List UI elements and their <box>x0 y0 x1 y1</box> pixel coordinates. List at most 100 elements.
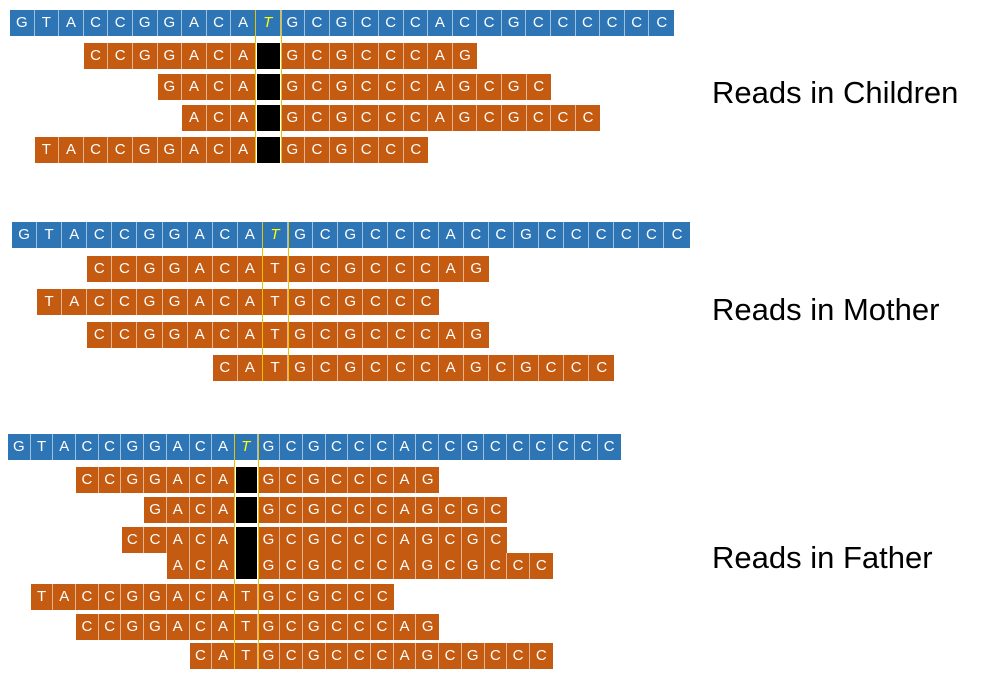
read-base: T <box>234 643 258 669</box>
read-base: G <box>257 467 281 493</box>
read-base: C <box>354 137 379 163</box>
read-base: A <box>393 643 417 669</box>
read-base: A <box>212 643 235 669</box>
read-base: G <box>280 137 306 163</box>
read-base: G <box>416 643 440 669</box>
read-base: G <box>302 467 326 493</box>
reference-base: G <box>329 10 355 36</box>
read-base: A <box>393 527 417 553</box>
read-base: A <box>212 527 235 553</box>
read-base: G <box>162 289 188 315</box>
read-base: C <box>212 256 238 282</box>
reference-base: G <box>461 434 485 460</box>
read-base: C <box>488 355 514 381</box>
variant-base: T <box>255 10 281 36</box>
reference-base: G <box>501 10 527 36</box>
read-base: A <box>438 322 464 348</box>
read-base: C <box>354 43 379 69</box>
read-base: C <box>325 467 349 493</box>
read-base: G <box>501 105 527 131</box>
read-base: A <box>182 74 207 100</box>
read-base: C <box>354 74 379 100</box>
reference-base: C <box>363 222 389 248</box>
read-base: C <box>313 322 339 348</box>
read-base: G <box>137 322 163 348</box>
deletion-block <box>234 497 258 523</box>
reference-base: C <box>538 222 565 248</box>
reference-base: G <box>513 222 539 248</box>
read-base: A <box>231 137 256 163</box>
reference-base: G <box>121 434 145 460</box>
read-base: C <box>388 355 414 381</box>
reference-base: C <box>484 434 508 460</box>
read-base: C <box>363 256 389 282</box>
read-base: C <box>325 527 349 553</box>
read-base: C <box>378 105 404 131</box>
reference-base: C <box>348 434 371 460</box>
reference-base: C <box>488 222 514 248</box>
read-base: A <box>166 584 190 610</box>
reference-base: A <box>237 222 263 248</box>
reference-base: C <box>649 10 675 36</box>
read-base: C <box>348 553 372 579</box>
read-base: C <box>76 614 99 640</box>
reference-base: C <box>212 222 238 248</box>
reference-base: T <box>37 222 63 248</box>
reference-base: A <box>428 10 453 36</box>
read-base: C <box>83 43 109 69</box>
reference-base: A <box>212 434 235 460</box>
read-base: C <box>371 614 394 640</box>
read-base: C <box>112 289 138 315</box>
reference-base: C <box>108 10 133 36</box>
read-base: A <box>59 137 84 163</box>
read-base: C <box>206 43 232 69</box>
read-base: G <box>329 137 355 163</box>
read-base: G <box>461 553 485 579</box>
read-base: G <box>257 527 281 553</box>
read-base: C <box>371 527 394 553</box>
reference-base: C <box>463 222 489 248</box>
read-base: C <box>189 643 213 669</box>
reference-base: G <box>144 434 167 460</box>
read-base: C <box>371 553 394 579</box>
read-base: C <box>189 584 213 610</box>
reference-base: C <box>624 10 650 36</box>
reference-base: C <box>614 222 640 248</box>
read-base: A <box>166 467 190 493</box>
read-base: A <box>393 497 417 523</box>
read-base: A <box>212 614 235 640</box>
read-base: A <box>237 322 263 348</box>
read-base: G <box>416 614 440 640</box>
read-base: C <box>439 553 462 579</box>
read-base: C <box>477 105 502 131</box>
read-base: G <box>257 643 281 669</box>
read-base: C <box>403 105 429 131</box>
read-base: G <box>416 467 440 493</box>
read-base: C <box>98 467 122 493</box>
read-base: G <box>162 256 188 282</box>
read-base: C <box>98 584 122 610</box>
read-base: G <box>280 105 306 131</box>
read-base: C <box>526 105 552 131</box>
reference-base: C <box>112 222 138 248</box>
read-base: G <box>329 74 355 100</box>
read-base: C <box>325 584 349 610</box>
reference-base: A <box>231 10 256 36</box>
read-base: G <box>452 74 478 100</box>
read-base: T <box>37 289 63 315</box>
read-base: C <box>189 553 213 579</box>
variant-base: T <box>234 434 258 460</box>
read-base: C <box>206 137 232 163</box>
read-base: T <box>262 256 289 282</box>
read-base: A <box>182 43 207 69</box>
reference-base: C <box>452 10 478 36</box>
read-base: C <box>98 614 122 640</box>
reference-base: C <box>526 10 552 36</box>
read-base: G <box>338 256 364 282</box>
reference-base: C <box>589 222 615 248</box>
deletion-block <box>234 553 258 579</box>
